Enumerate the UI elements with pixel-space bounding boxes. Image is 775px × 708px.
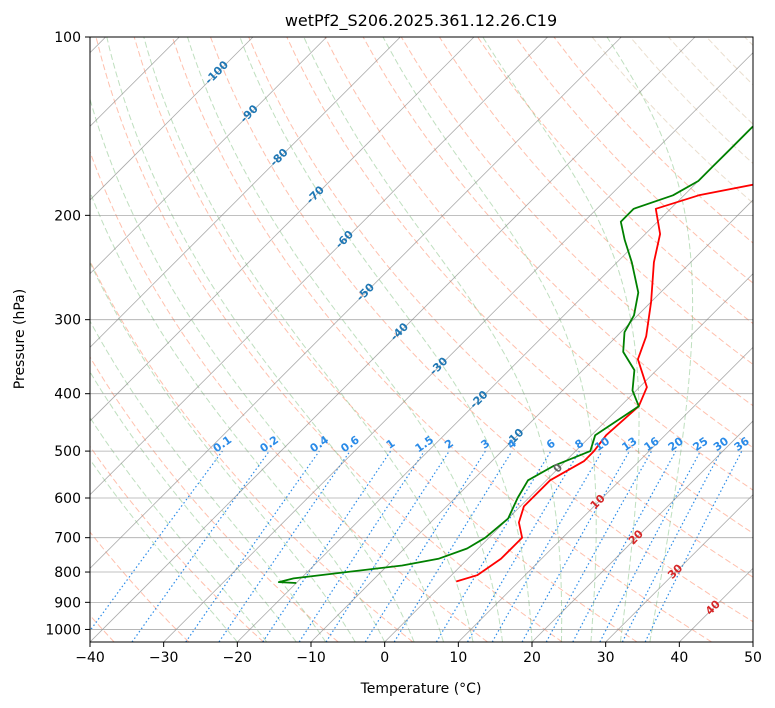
isotherm-line bbox=[90, 37, 475, 422]
dewpoint-profile-line bbox=[277, 125, 753, 584]
dry-adiabat bbox=[248, 37, 753, 578]
isotherm-line bbox=[90, 37, 401, 348]
y-tick-label: 900 bbox=[54, 595, 81, 611]
x-tick-label: 0 bbox=[380, 650, 389, 666]
y-tick-label: 800 bbox=[54, 565, 81, 581]
y-tick-label: 400 bbox=[54, 387, 81, 403]
chart-title: wetPf2_S206.2025.361.12.26.C19 bbox=[285, 11, 557, 31]
dry-adiabat bbox=[90, 531, 190, 642]
x-tick-label: 40 bbox=[670, 650, 688, 666]
dry-adiabat bbox=[90, 445, 264, 642]
mixing-ratio-line bbox=[572, 450, 677, 642]
x-tick-label: −20 bbox=[223, 650, 253, 666]
x-tick-label: 50 bbox=[744, 650, 762, 666]
dry-adiabat bbox=[95, 37, 563, 642]
plot-frame bbox=[89, 36, 754, 643]
moist-adiabat bbox=[90, 458, 238, 642]
moist-adiabat bbox=[106, 37, 445, 642]
isotherm-line bbox=[605, 494, 753, 642]
moist-adiabat bbox=[382, 37, 597, 642]
x-axis: −40 −30 −20 −10 0 10 20 30 40 50 bbox=[75, 642, 762, 666]
isotherm-line bbox=[310, 199, 753, 642]
mixing-ratio-line bbox=[218, 450, 351, 642]
x-tick-label: 30 bbox=[597, 650, 615, 666]
isotherm-line bbox=[531, 420, 753, 642]
y-tick-label: 500 bbox=[54, 444, 81, 460]
y-tick-label: 1000 bbox=[45, 622, 81, 638]
isotherm-line bbox=[90, 37, 696, 642]
moist-adiabat bbox=[143, 37, 474, 642]
mixing-ratio-line bbox=[298, 450, 425, 642]
moist-adiabat bbox=[90, 190, 386, 642]
dry-adiabat bbox=[438, 37, 753, 366]
isotherm-line bbox=[163, 52, 753, 642]
isotherm-line bbox=[384, 273, 753, 642]
plot-area: -100-90-80-70-60-50-40-30-20-10010203040… bbox=[90, 37, 753, 642]
x-axis-label: Temperature (°C) bbox=[360, 681, 482, 697]
moist-adiabat bbox=[239, 37, 533, 642]
x-tick-label: 10 bbox=[449, 650, 467, 666]
mixing-ratio-line bbox=[545, 450, 653, 642]
mixing-ratio-line bbox=[131, 450, 270, 642]
x-tick-label: 20 bbox=[523, 650, 541, 666]
y-tick-label: 700 bbox=[54, 531, 81, 547]
moist-adiabat bbox=[482, 37, 640, 642]
dry-adiabat bbox=[400, 37, 753, 407]
y-tick-label: 200 bbox=[54, 208, 81, 224]
dry-adiabat bbox=[515, 37, 753, 284]
moist-adiabat bbox=[90, 416, 268, 642]
moist-adiabat bbox=[606, 37, 694, 642]
mixing-ratio-line bbox=[90, 450, 223, 632]
dry-adiabat bbox=[171, 37, 712, 642]
mixing-ratio-line bbox=[185, 450, 320, 642]
moist-adiabat bbox=[90, 370, 297, 642]
mixing-ratio-line bbox=[644, 450, 743, 642]
dry-adiabat bbox=[90, 356, 339, 642]
moist-adiabat bbox=[187, 37, 503, 642]
y-tick-label: 100 bbox=[54, 30, 81, 46]
isotherm-line bbox=[458, 346, 753, 642]
y-tick-label: 300 bbox=[54, 313, 81, 329]
dry-adiabat bbox=[133, 37, 638, 642]
isotherm-line bbox=[90, 37, 254, 201]
y-axis-label: Pressure (hPa) bbox=[12, 289, 28, 389]
x-tick-label: −30 bbox=[149, 650, 179, 666]
x-tick-label: −40 bbox=[75, 650, 105, 666]
mixing-ratio-line bbox=[393, 450, 513, 642]
x-tick-label: −10 bbox=[296, 650, 326, 666]
y-tick-label: 600 bbox=[54, 491, 81, 507]
isotherm-line bbox=[90, 37, 327, 275]
temperature-profile-line bbox=[455, 183, 753, 583]
mixing-ratio-line bbox=[325, 450, 450, 642]
isotherm-line bbox=[752, 641, 753, 642]
mixing-ratio-line bbox=[521, 450, 631, 642]
dry-adiabat bbox=[210, 37, 753, 623]
dry-adiabat bbox=[90, 150, 488, 642]
isotherm-line bbox=[90, 37, 622, 569]
moist-adiabat bbox=[90, 261, 356, 642]
mixing-ratio-line bbox=[262, 450, 392, 642]
y-axis: 1000 900 800 700 600 500 400 300 200 100 bbox=[45, 30, 90, 638]
isotherm-line bbox=[90, 37, 548, 496]
moist-adiabat bbox=[303, 37, 563, 642]
